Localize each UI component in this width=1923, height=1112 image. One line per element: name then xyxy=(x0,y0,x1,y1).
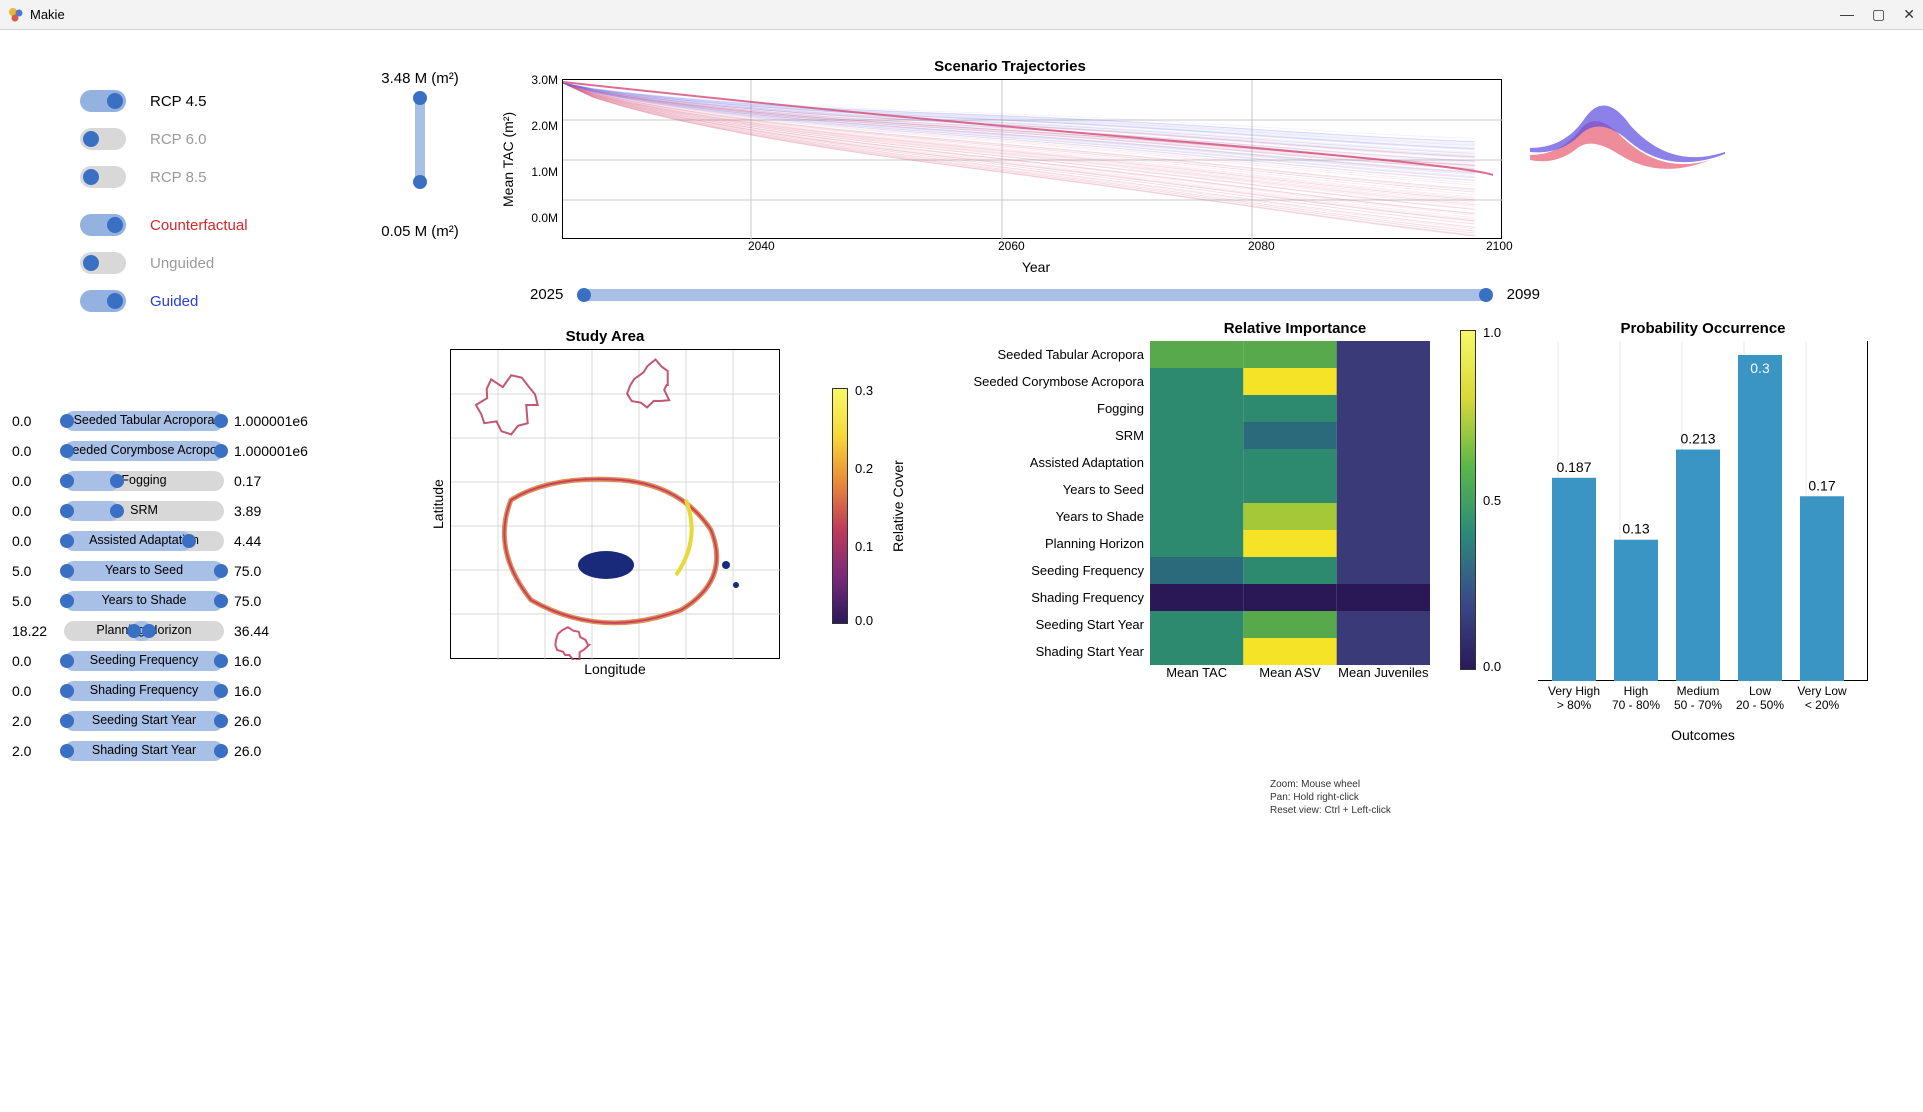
toggle-rcp-4-5[interactable]: RCP 4.5 xyxy=(80,85,248,117)
study-area-panel: Study Area Latitude Longitude xyxy=(430,328,780,677)
svg-text:< 20%: < 20% xyxy=(1805,698,1840,712)
slider-fogging[interactable]: 0.0Fogging0.17 xyxy=(12,466,318,496)
param-sliders: 0.0Seeded Tabular Acropora1.000001e60.0S… xyxy=(12,406,318,766)
scenario-toggles: RCP 4.5 RCP 6.0 RCP 8.5 Counterfactual Ungui… xyxy=(80,85,248,323)
time-min: 2025 xyxy=(530,286,563,303)
traj-title: Scenario Trajectories xyxy=(500,58,1520,75)
slider-years-to-seed[interactable]: 5.0Years to Seed75.0 xyxy=(12,556,318,586)
toggle-rcp-6-0[interactable]: RCP 6.0 xyxy=(80,123,248,155)
importance-colorbar: 1.0 0.5 0.0 xyxy=(1460,330,1476,670)
slider-seeding-start-year[interactable]: 2.0Seeding Start Year26.0 xyxy=(12,706,318,736)
svg-text:0.213: 0.213 xyxy=(1680,431,1715,447)
importance-panel: Relative Importance Seeded Tabular Acrop… xyxy=(970,320,1440,680)
svg-text:Very Low: Very Low xyxy=(1797,684,1847,698)
slider-years-to-shade[interactable]: 5.0Years to Shade75.0 xyxy=(12,586,318,616)
density-plot xyxy=(1530,80,1730,240)
svg-text:0.13: 0.13 xyxy=(1622,521,1649,537)
minimize-button[interactable]: — xyxy=(1840,6,1854,23)
vslider-max-label: 3.48 M (m²) xyxy=(360,70,480,87)
trajectory-panel: Scenario Trajectories Mean TAC (m²) 3.0M… xyxy=(500,58,1520,275)
toggle-unguided[interactable]: Unguided xyxy=(80,247,248,279)
traj-plot[interactable] xyxy=(562,79,1502,239)
study-area-title: Study Area xyxy=(430,328,780,345)
toggle-rcp-8-5[interactable]: RCP 8.5 xyxy=(80,161,248,193)
slider-shading-frequency[interactable]: 0.0Shading Frequency16.0 xyxy=(12,676,318,706)
maximize-button[interactable]: ▢ xyxy=(1872,6,1885,23)
svg-text:Medium: Medium xyxy=(1677,684,1720,698)
slider-assisted-adaptation[interactable]: 0.0Assisted Adaptation4.44 xyxy=(12,526,318,556)
study-ylabel: Latitude xyxy=(430,349,446,659)
svg-text:0.3: 0.3 xyxy=(1750,360,1770,376)
svg-text:0.17: 0.17 xyxy=(1808,477,1835,493)
makie-icon xyxy=(8,7,24,23)
time-max: 2099 xyxy=(1507,286,1540,303)
probability-panel: Probability Occurrence 0.187 0.13 0.213 0.3… xyxy=(1538,320,1868,743)
prob-title: Probability Occurrence xyxy=(1538,320,1868,337)
main-canvas: RCP 4.5 RCP 6.0 RCP 8.5 Counterfactual Ungui… xyxy=(0,30,1923,1112)
slider-seeded-corymbose-acropora[interactable]: 0.0Seeded Corymbose Acropora1.000001e6 xyxy=(12,436,318,466)
traj-xlabel: Year xyxy=(566,259,1506,275)
heatmap-plot[interactable] xyxy=(1150,341,1430,665)
prob-xlabel: Outcomes xyxy=(1538,727,1868,743)
svg-text:Very High: Very High xyxy=(1548,684,1600,698)
slider-srm[interactable]: 0.0SRM3.89 xyxy=(12,496,318,526)
toggle-counterfactual[interactable]: Counterfactual xyxy=(80,209,248,241)
svg-text:70 - 80%: 70 - 80% xyxy=(1612,698,1660,712)
svg-text:20 - 50%: 20 - 50% xyxy=(1736,698,1784,712)
slider-planning-horizon[interactable]: 18.22Planning Horizon36.44 xyxy=(12,616,318,646)
slider-seeded-tabular-acropora[interactable]: 0.0Seeded Tabular Acropora1.000001e6 xyxy=(12,406,318,436)
help-text: Zoom: Mouse wheel Pan: Hold right-click … xyxy=(1270,778,1391,817)
svg-text:High: High xyxy=(1624,684,1649,698)
svg-text:> 80%: > 80% xyxy=(1557,698,1592,712)
heatmap-title: Relative Importance xyxy=(1150,320,1440,337)
close-button[interactable]: ✕ xyxy=(1903,6,1915,23)
svg-text:Low: Low xyxy=(1749,684,1771,698)
study-area-plot[interactable] xyxy=(450,349,780,659)
slider-shading-start-year[interactable]: 2.0Shading Start Year26.0 xyxy=(12,736,318,766)
window-title: Makie xyxy=(30,7,65,22)
svg-text:0.187: 0.187 xyxy=(1556,459,1591,475)
toggle-guided[interactable]: Guided xyxy=(80,285,248,317)
study-xlabel: Longitude xyxy=(450,661,780,677)
vslider-min-label: 0.05 M (m²) xyxy=(360,223,480,240)
slider-seeding-frequency[interactable]: 0.0Seeding Frequency16.0 xyxy=(12,646,318,676)
time-range-slider[interactable]: 2025 2099 xyxy=(530,286,1540,303)
coral-area-vslider[interactable]: 3.48 M (m²) 0.05 M (m²) xyxy=(360,70,480,240)
cover-cb-label: Relative Cover xyxy=(890,388,906,624)
titlebar: Makie — ▢ ✕ xyxy=(0,0,1923,30)
traj-ylabel: Mean TAC (m²) xyxy=(500,79,516,239)
cover-colorbar: 0.3 0.2 0.1 0.0 Relative Cover xyxy=(832,388,906,624)
svg-text:50 - 70%: 50 - 70% xyxy=(1674,698,1722,712)
prob-plot[interactable]: 0.187 0.13 0.213 0.3 0.17 xyxy=(1538,341,1868,681)
